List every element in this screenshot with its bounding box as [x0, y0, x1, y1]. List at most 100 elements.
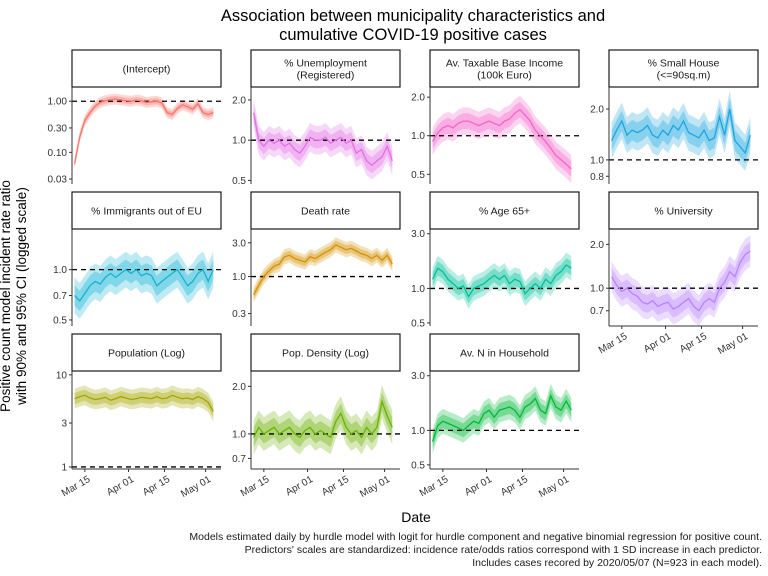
x-tick-label: Apr 15 — [320, 474, 351, 498]
y-tick-label: 3 — [61, 418, 67, 429]
facet-panel: Population (Log) 1 3 10 Mar 15 Apr 01 Apr 15 Ma… — [56, 333, 222, 500]
series-line — [431, 394, 572, 442]
facet-panel: Death rate 0.3 1.0 3.0 — [232, 191, 401, 326]
ci-band — [74, 385, 214, 422]
series-line — [74, 394, 214, 412]
series-line — [611, 250, 751, 312]
facet-strip-label: % Small House (<=90sq.m) — [648, 58, 720, 82]
x-tick-label: Apr 01 — [463, 474, 494, 498]
facet-panel: Pop. Density (Log) 0.7 1.0 2.0 Mar 15 Apr 01 A… — [232, 333, 401, 500]
facet-panel: % Unemployment (Registered) 0.5 1.0 2.0 — [232, 49, 401, 187]
y-tick-label: 2.0 — [232, 382, 246, 393]
y-tick-label: 0.3 — [232, 309, 246, 320]
facet-strip — [71, 49, 222, 88]
facet-strip — [250, 333, 401, 372]
x-tick-label: May 01 — [179, 474, 213, 500]
facet-strip-label: % Unemployment (Registered) — [284, 58, 367, 82]
y-tick-label: 0.30 — [48, 123, 68, 134]
ci-band — [74, 251, 214, 319]
caption-line: Includes cases recored by 2020/05/07 (N=… — [472, 557, 762, 569]
series-line — [253, 399, 393, 439]
facet-panel: % Small House (<=90sq.m) 0.8 1.0 2.0 — [590, 49, 759, 184]
facet-strip — [429, 333, 580, 372]
x-tick-label: May 01 — [537, 474, 571, 500]
facet-panel: % Immigrants out of EU 0.5 0.7 1.0 — [53, 191, 222, 326]
series-line — [252, 112, 393, 167]
x-tick-label: Mar 15 — [60, 474, 93, 499]
x-tick-label: Mar 15 — [418, 474, 451, 499]
facet-strip-label: % Immigrants out of EU — [91, 206, 202, 218]
y-tick-label: 1.0 — [590, 284, 604, 295]
facet-strip-label: Population (Log) — [108, 348, 185, 360]
facet-strip — [250, 49, 401, 88]
y-tick-label: 0.7 — [590, 306, 604, 317]
facet-strip — [608, 191, 759, 230]
series-line — [253, 244, 393, 296]
y-tick-label: 3.0 — [232, 238, 246, 249]
chart-title: Association between municipality charact… — [221, 7, 605, 44]
y-tick-label: 0.5 — [411, 170, 425, 181]
y-tick-label: 10 — [56, 370, 68, 381]
ci-band — [74, 389, 214, 418]
y-tick-label: 1.0 — [590, 155, 604, 166]
facet-strip — [71, 333, 222, 372]
facet-strip-label: (Intercept) — [123, 64, 171, 76]
ci-band — [432, 389, 572, 449]
facet-strip — [429, 49, 580, 88]
x-tick-label: Apr 15 — [678, 331, 709, 355]
y-tick-label: 0.03 — [48, 175, 68, 186]
y-tick-label: 2.0 — [590, 105, 604, 116]
y-tick-label: 2.0 — [232, 95, 246, 106]
x-tick-label: May 01 — [716, 331, 750, 357]
y-tick-label: 0.5 — [411, 460, 425, 471]
caption-line: Models estimated daily by hurdle model w… — [189, 531, 762, 543]
x-tick-label: Mar 15 — [597, 331, 630, 356]
y-tick-label: 0.5 — [53, 315, 67, 326]
series-line — [74, 268, 214, 302]
facet-panel: (Intercept) 0.03 0.10 0.30 1.00 — [48, 49, 222, 186]
x-tick-label: Apr 01 — [642, 331, 673, 355]
y-tick-label: 2.0 — [590, 240, 604, 251]
ci-band — [611, 90, 751, 171]
x-axis-label: Date — [401, 509, 431, 525]
facet-panel: Av. Taxable Base Income (100k Euro) 0.5 1.0… — [411, 49, 580, 184]
x-tick-label: Apr 15 — [141, 474, 172, 498]
ci-band — [432, 95, 572, 183]
ci-band — [253, 237, 393, 303]
series-line — [73, 98, 214, 164]
facet-strip-label: Death rate — [301, 206, 350, 218]
y-tick-label: 1.00 — [48, 97, 68, 108]
y-tick-label: 0.5 — [411, 318, 425, 329]
y-tick-label: 1.0 — [232, 136, 246, 147]
y-tick-label: 3.0 — [411, 371, 425, 382]
y-tick-label: 0.5 — [232, 176, 246, 187]
facet-strip — [71, 191, 222, 230]
facet-panels: (Intercept) 0.03 0.10 0.30 1.00 % Unemploymen… — [48, 49, 759, 500]
x-tick-label: Apr 01 — [284, 474, 315, 498]
facet-panel: % University 0.7 1.0 2.0 Mar 15 Apr 01 Apr 15 M… — [590, 191, 759, 357]
y-tick-label: 1.0 — [411, 131, 425, 142]
series-line — [611, 108, 751, 155]
y-axis-label: Positive count model incident rate ratio… — [0, 180, 29, 412]
facet-strip-label: % Age 65+ — [479, 206, 530, 218]
y-tick-label: 3.0 — [411, 229, 425, 240]
x-tick-label: Apr 01 — [105, 474, 136, 498]
x-tick-label: Apr 15 — [499, 474, 530, 498]
ci-band — [74, 93, 214, 170]
facet-strip-label: % University — [654, 206, 713, 218]
facet-strip-label: Av. N in Household — [460, 348, 549, 360]
y-tick-label: 0.10 — [48, 148, 68, 159]
y-tick-label: 0.7 — [53, 291, 67, 302]
y-tick-label: 1.0 — [411, 284, 425, 295]
facet-panel: Av. N in Household 0.5 1.0 3.0 Mar 15 Apr 01 A… — [411, 333, 580, 500]
facet-strip — [250, 191, 401, 230]
x-tick-label: Mar 15 — [239, 474, 272, 499]
facet-strip-label: Av. Taxable Base Income (100k Euro) — [446, 58, 563, 82]
ci-band — [253, 384, 393, 455]
ci-band — [611, 98, 751, 164]
y-tick-label: 2.0 — [411, 93, 425, 104]
facet-strip — [429, 191, 580, 230]
y-tick-label: 1.0 — [411, 426, 425, 437]
y-tick-label: 1 — [61, 462, 67, 473]
